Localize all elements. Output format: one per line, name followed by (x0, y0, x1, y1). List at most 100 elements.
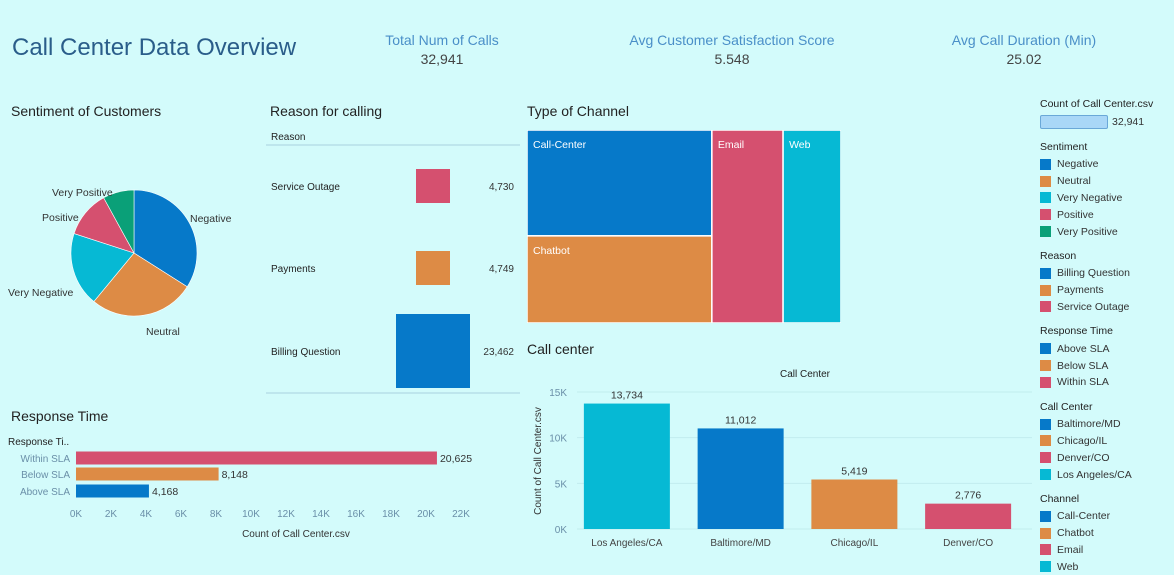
treemap-cell-email[interactable] (711, 130, 784, 323)
sentiment-pie-chart: Negative Neutral Very Negative Positive Very… (8, 187, 232, 338)
legend-item[interactable]: Neutral (1040, 173, 1174, 190)
legend-item-label: Within SLA (1057, 376, 1109, 389)
callcenter-column-header: Call Center (780, 369, 831, 380)
callcenter-yaxis-label: Count of Call Center.csv (533, 407, 544, 515)
response-bar-within-sla[interactable] (76, 451, 437, 465)
legend-item[interactable]: Within SLA (1040, 374, 1174, 391)
legend-item[interactable]: Very Negative (1040, 190, 1174, 207)
legend-item[interactable]: Negative (1040, 156, 1174, 173)
kpi-duration-value: 25.02 (1006, 51, 1042, 67)
pie-slice-very-positive[interactable] (103, 189, 135, 254)
legend-item[interactable]: Positive (1040, 206, 1174, 223)
legend-item[interactable]: Web (1040, 558, 1174, 575)
callcenter-bar-baltimore-md[interactable] (697, 428, 784, 529)
legend-item[interactable]: Denver/CO (1040, 449, 1174, 466)
legend-count-title: Count of Call Center.csv (1040, 98, 1154, 110)
legend-item[interactable]: Los Angeles/CA (1040, 466, 1174, 483)
callcenter-bar-chart: Call Center 0K 5K 10K 15K Count of Call Cente… (533, 369, 1032, 549)
legend-swatch (1040, 435, 1051, 447)
callcenter-ytick-label: 10K (549, 434, 567, 445)
callcenter-bar-denver-co[interactable] (925, 503, 1012, 529)
legend-item-label: Service Outage (1057, 300, 1130, 313)
reason-bar-billing-question[interactable] (396, 314, 470, 388)
response-bar-above-sla[interactable] (76, 484, 149, 498)
kpi-duration-label: Avg Call Duration (Min) (951, 32, 1097, 48)
treemap-cell-web[interactable] (782, 130, 841, 323)
legend-item[interactable]: Billing Question (1040, 265, 1174, 282)
pie-slice-very-negative[interactable] (70, 233, 135, 302)
legend-item-label: Chicago/IL (1057, 434, 1108, 447)
legend-item[interactable]: Above SLA (1040, 340, 1174, 357)
legend-item[interactable]: Very Positive (1040, 223, 1174, 240)
response-time-bar-chart: Response Ti.. Within SLA 20,625 Below SLA 8,… (8, 437, 472, 540)
callcenter-ytick-label: 0K (555, 525, 568, 536)
callcenter-title: Call center (527, 341, 594, 357)
response-xtick-label: 20K (417, 509, 435, 520)
callcenter-bar-los-angeles-ca[interactable] (583, 403, 670, 529)
callcenter-category-los-angeles-ca: Los Angeles/CA (591, 538, 662, 549)
legend-item[interactable]: Call-Center (1040, 508, 1174, 525)
legend-item[interactable]: Below SLA (1040, 357, 1174, 374)
reason-value-service-outage: 4,730 (489, 182, 514, 193)
callcenter-value-denver-co: 2,776 (955, 490, 981, 502)
pie-label-very-negative: Very Negative (8, 287, 74, 299)
response-category-above-sla: Above SLA (20, 487, 70, 498)
legend-item[interactable]: Chicago/IL (1040, 433, 1174, 450)
legend-item[interactable]: Payments (1040, 282, 1174, 299)
pie-slice-neutral[interactable] (93, 252, 188, 317)
legend-swatch (1040, 284, 1051, 296)
legend-count-swatch (1040, 115, 1108, 129)
callcenter-value-chicago-il: 5,419 (841, 466, 867, 478)
response-bar-below-sla[interactable] (76, 467, 219, 481)
legend-group-title: Channel (1040, 492, 1080, 505)
legend-swatch (1040, 209, 1051, 221)
pie-slice-negative[interactable] (133, 189, 198, 288)
reason-bar-payments[interactable] (416, 251, 450, 285)
response-xtick-label: 4K (140, 509, 153, 520)
legend-group-title: Sentiment (1040, 141, 1088, 153)
response-value-above-sla: 4,168 (152, 486, 178, 498)
legend-swatch (1040, 226, 1051, 238)
response-xtick-label: 10K (242, 509, 260, 520)
response-xtick-label: 8K (210, 509, 223, 520)
legend-item[interactable]: Baltimore/MD (1040, 416, 1174, 433)
callcenter-value-baltimore-md: 11,012 (725, 414, 756, 426)
reason-bar-service-outage[interactable] (416, 169, 450, 203)
legend-swatch (1040, 527, 1051, 539)
legend-swatch (1040, 360, 1051, 372)
response-xtick-label: 6K (175, 509, 188, 520)
callcenter-category-baltimore-md: Baltimore/MD (710, 538, 771, 549)
callcenter-ytick-label: 5K (555, 479, 568, 490)
response-value-within-sla: 20,625 (440, 453, 472, 465)
legend-item-label: Payments (1057, 284, 1104, 297)
legend-item[interactable]: Email (1040, 542, 1174, 559)
legend-item-label: Call-Center (1057, 510, 1111, 523)
response-value-below-sla: 8,148 (222, 469, 248, 481)
legend-swatch (1040, 469, 1051, 481)
reason-value-billing-question: 23,462 (483, 347, 514, 358)
legend-swatch (1040, 343, 1051, 355)
legend-swatch (1040, 376, 1051, 388)
response-category-below-sla: Below SLA (21, 470, 70, 481)
response-xtick-label: 16K (347, 509, 365, 520)
treemap-label-call-center: Call-Center (533, 139, 587, 151)
legend-item[interactable]: Service Outage (1040, 299, 1174, 316)
legend-item-label: Los Angeles/CA (1057, 468, 1132, 481)
legend-item-label: Very Positive (1057, 225, 1118, 238)
reason-bar-chart: Reason Service Outage 4,730 Payments 4,749 Bi… (266, 132, 520, 394)
legend-count-bar: 32,941 (1040, 113, 1174, 131)
callcenter-bar-chicago-il[interactable] (811, 479, 898, 529)
legend-item-label: Neutral (1057, 175, 1091, 188)
reason-title: Reason for calling (270, 103, 383, 119)
response-xtick-label: 22K (452, 509, 470, 520)
callcenter-ytick-label: 15K (549, 388, 567, 399)
legend-item[interactable]: Chatbot (1040, 525, 1174, 542)
channel-treemap: Call-Center Chatbot Email Web (527, 130, 841, 323)
response-xtick-label: 18K (382, 509, 400, 520)
legend-group-title: Response Time (1040, 325, 1113, 338)
legend-swatch (1040, 175, 1051, 187)
callcenter-category-chicago-il: Chicago/IL (830, 538, 878, 549)
legend-swatch (1040, 418, 1051, 430)
treemap-label-email: Email (718, 139, 744, 151)
callcenter-category-denver-co: Denver/CO (943, 538, 993, 549)
